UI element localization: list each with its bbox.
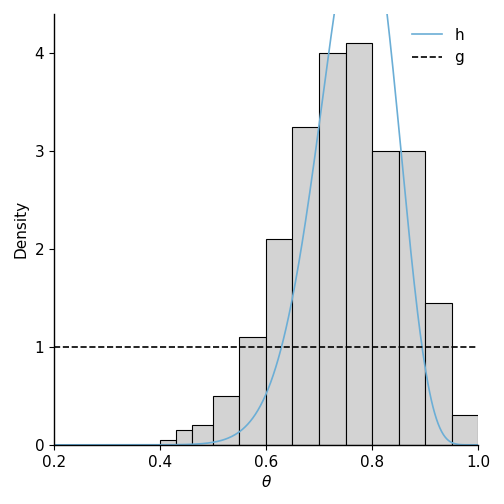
h — [51, 442, 57, 448]
h — [255, 407, 261, 413]
Bar — [192, 425, 213, 445]
Bar — [160, 440, 176, 445]
h — [253, 411, 259, 417]
Bar — [239, 337, 266, 445]
Bar — [399, 151, 425, 445]
h — [466, 442, 472, 448]
Bar — [266, 239, 292, 445]
Bar — [176, 430, 192, 445]
X-axis label: θ: θ — [261, 475, 271, 490]
Bar — [346, 43, 372, 445]
h — [475, 442, 481, 448]
Legend: h, g: h, g — [406, 22, 470, 72]
Bar — [372, 151, 399, 445]
Bar — [452, 415, 478, 445]
Bar — [319, 53, 346, 445]
Bar — [425, 303, 452, 445]
h — [280, 336, 286, 342]
h — [303, 213, 309, 219]
Line: h: h — [54, 0, 478, 445]
Bar — [292, 127, 319, 445]
Bar — [213, 396, 239, 445]
Y-axis label: Density: Density — [14, 200, 29, 259]
h — [399, 163, 405, 169]
